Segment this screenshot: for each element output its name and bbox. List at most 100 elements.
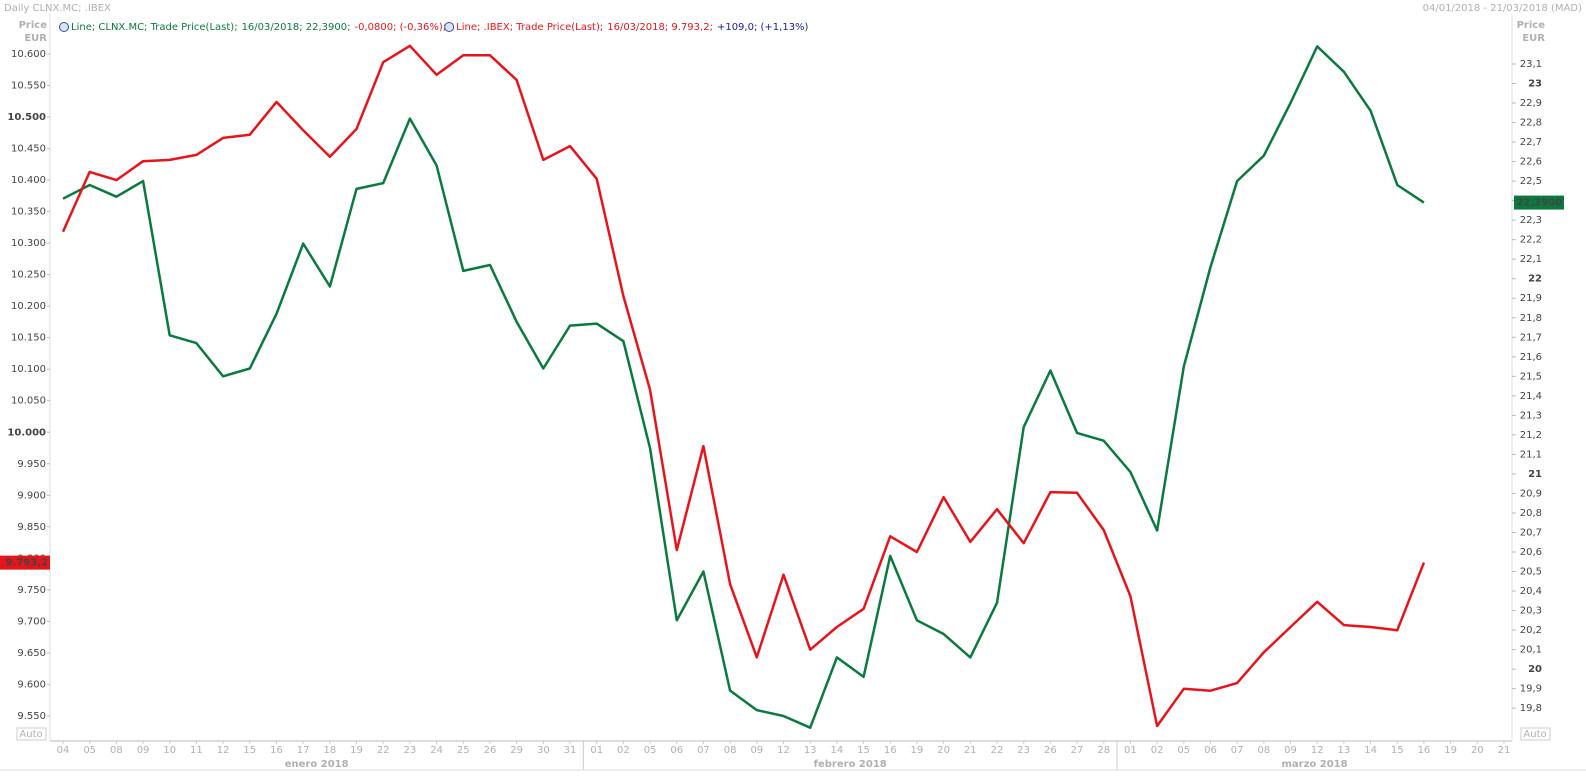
- x-tick-label: 18: [323, 745, 336, 756]
- x-tick-label: 08: [1257, 745, 1270, 756]
- chart-title: Daily CLNX.MC; .IBEX: [4, 3, 111, 14]
- y2-tick-label: 22,1: [1520, 254, 1542, 265]
- y-axis-unit: EUR: [24, 33, 47, 44]
- x-tick-label: 07: [697, 745, 710, 756]
- y-tick-label: 9.700: [17, 616, 46, 627]
- x-tick-label: 28: [1097, 745, 1110, 756]
- legend-icon: [444, 22, 455, 32]
- y-tick-label: 9.900: [17, 490, 46, 501]
- series-line: [61, 44, 1426, 728]
- y2-tick-label: 21,4: [1520, 391, 1542, 402]
- price-tag-label: 9.793,2: [6, 558, 48, 569]
- y2-tick-label: 22: [1528, 274, 1542, 285]
- x-tick-label: 23: [404, 745, 417, 756]
- price-tag: [1514, 195, 1564, 210]
- x-tick-label: 30: [537, 745, 550, 756]
- x-tick-label: 16: [884, 745, 897, 756]
- y2-tick-label: 20,9: [1520, 488, 1542, 499]
- y2-tick-label: 20,1: [1520, 645, 1542, 656]
- y2-tick-label: 20: [1528, 664, 1542, 675]
- y2-tick-label: 21,1: [1520, 449, 1542, 460]
- x-tick-label: 29: [510, 745, 523, 756]
- x-tick-label: 01: [590, 745, 603, 756]
- x-tick-label: 09: [750, 745, 763, 756]
- x-tick-label: 21: [1498, 745, 1511, 756]
- date-range: 04/01/2018 - 21/03/2018 (MAD): [1423, 3, 1582, 14]
- y-tick-label: 10.150: [11, 333, 46, 344]
- y2-tick-label: 22,5: [1520, 176, 1542, 187]
- x-tick-label: 12: [1311, 745, 1324, 756]
- y2-tick-label: 22,2: [1520, 235, 1542, 246]
- y-tick-label: 10.300: [11, 238, 46, 249]
- x-tick-label: 08: [724, 745, 737, 756]
- x-tick-label: 27: [1071, 745, 1084, 756]
- y2-tick-label: 21,9: [1520, 293, 1542, 304]
- x-tick-label: 12: [217, 745, 230, 756]
- x-tick-label: 24: [430, 745, 443, 756]
- y2-tick-label: 21,2: [1520, 430, 1542, 441]
- x-tick-label: 19: [911, 745, 924, 756]
- y-axis-title: Price: [19, 20, 48, 31]
- y2-tick-label: 21,3: [1520, 410, 1542, 421]
- y-tick-label: 10.200: [11, 301, 46, 312]
- y-tick-label: 9.600: [17, 679, 46, 690]
- x-tick-label: 05: [644, 745, 657, 756]
- y2-tick-label: 22,8: [1520, 118, 1542, 129]
- scale-box: [1520, 727, 1551, 741]
- scale-mode: Auto: [19, 729, 42, 740]
- y2-tick-label: 23,1: [1520, 59, 1542, 70]
- x-tick-label: 13: [1338, 745, 1351, 756]
- x-tick-label: 15: [1391, 745, 1404, 756]
- y2-axis-title: Price: [1517, 20, 1546, 31]
- y2-tick-label: 22,3: [1520, 215, 1542, 226]
- x-tick-label: 26: [484, 745, 497, 756]
- x-tick-label: 31: [564, 745, 577, 756]
- legend-name: Line; .IBEX; Trade Price(Last);: [456, 22, 603, 33]
- y2-tick-label: 21: [1528, 469, 1542, 480]
- y2-tick-label: 20,3: [1520, 606, 1542, 617]
- y2-tick-label: 20,7: [1520, 527, 1542, 538]
- legend-icon: [59, 22, 69, 32]
- y-tick-label: 10.250: [11, 270, 46, 281]
- x-tick-label: 22: [991, 745, 1004, 756]
- x-tick-label: 09: [1284, 745, 1297, 756]
- x-tick-label: 15: [857, 745, 870, 756]
- x-tick-label: 20: [1471, 745, 1484, 756]
- y-tick-label: 9.850: [17, 522, 46, 533]
- month-label: febrero 2018: [814, 759, 887, 770]
- y2-tick-label: 22,7: [1520, 137, 1542, 148]
- x-tick-label: 04: [57, 745, 70, 756]
- y2-tick-label: 19,8: [1520, 703, 1542, 714]
- x-tick-label: 21: [964, 745, 977, 756]
- x-tick-label: 07: [1231, 745, 1244, 756]
- x-tick-label: 19: [1444, 745, 1457, 756]
- y-tick-label: 9.550: [17, 711, 46, 722]
- legend-details: 16/03/2018; 9.793,2;: [607, 22, 713, 33]
- x-tick-label: 22: [377, 745, 390, 756]
- y-tick-label: 10.000: [7, 427, 46, 438]
- x-tick-label: 20: [937, 745, 950, 756]
- x-tick-label: 06: [1204, 745, 1217, 756]
- y2-tick-label: 21,6: [1520, 352, 1542, 363]
- y-tick-label: 10.050: [11, 396, 46, 407]
- x-tick-label: 14: [831, 745, 844, 756]
- y-tick-label: 9.950: [17, 459, 46, 470]
- y2-axis-unit: EUR: [1522, 33, 1545, 44]
- y-tick-label: 9.650: [17, 648, 46, 659]
- x-tick-label: 16: [270, 745, 283, 756]
- x-tick-label: 01: [1124, 745, 1137, 756]
- y2-tick-label: 22,6: [1520, 157, 1542, 168]
- x-tick-label: 13: [804, 745, 817, 756]
- price-tag: [0, 555, 50, 570]
- y2-tick-label: 22,9: [1520, 98, 1542, 109]
- y-tick-label: 9.750: [17, 585, 46, 596]
- x-tick-label: 25: [457, 745, 470, 756]
- y-tick-label: 10.400: [11, 175, 46, 186]
- y-tick-label: 10.350: [11, 207, 46, 218]
- x-tick-label: 12: [777, 745, 790, 756]
- series-line: [62, 45, 1425, 729]
- legend-details: 16/03/2018; 22,3900;: [242, 22, 351, 33]
- x-tick-label: 23: [1017, 745, 1030, 756]
- y-tick-label: 10.600: [11, 49, 46, 60]
